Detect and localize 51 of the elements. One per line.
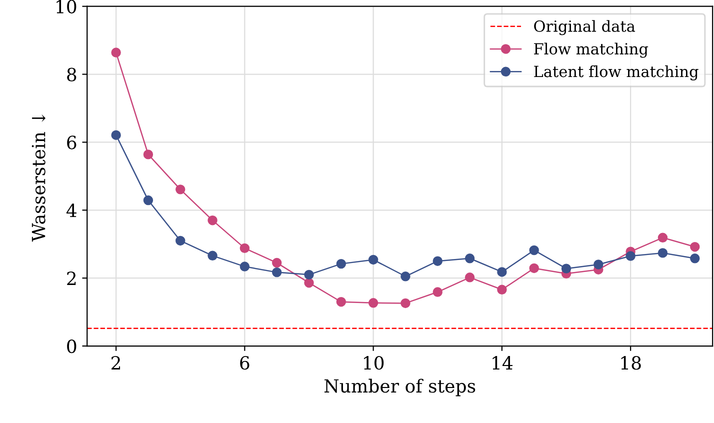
- x-axis-title: Number of steps: [324, 378, 476, 396]
- x-tick-label: 14: [492, 356, 513, 370]
- y-tick-label: 0: [67, 339, 76, 354]
- point: [336, 258, 346, 269]
- point: [111, 48, 121, 58]
- point: [464, 254, 475, 264]
- y-tick-label: 2: [67, 272, 76, 285]
- point: [208, 215, 218, 226]
- point: [658, 232, 668, 243]
- point: [240, 243, 250, 254]
- point: [594, 260, 604, 270]
- legend-label: Flow matching: [534, 42, 648, 58]
- point: [368, 298, 378, 308]
- point: [432, 256, 442, 266]
- point: [304, 270, 314, 280]
- point: [368, 254, 378, 265]
- point: [208, 250, 218, 261]
- point: [529, 245, 539, 256]
- point: [690, 242, 700, 252]
- y-tick-label: 8: [67, 68, 76, 82]
- point: [432, 287, 442, 297]
- point: [626, 251, 636, 261]
- legend-label: Latent flow matching: [534, 65, 698, 80]
- point: [143, 195, 154, 206]
- y-tick-label: 6: [67, 136, 76, 150]
- point: [272, 258, 282, 268]
- point: [272, 267, 282, 278]
- point: [658, 248, 668, 258]
- point: [176, 184, 186, 194]
- point: [561, 264, 572, 274]
- y-axis-title: Wasserstein ↓: [32, 114, 46, 242]
- point: [497, 284, 507, 294]
- point: [400, 298, 410, 308]
- point: [143, 150, 154, 160]
- y-tick-label: 4: [66, 204, 76, 218]
- point: [336, 296, 346, 307]
- point: [529, 263, 539, 274]
- point: [497, 267, 507, 277]
- point: [176, 236, 186, 246]
- point: [690, 254, 700, 264]
- point: [400, 272, 410, 282]
- legend-label: Original data: [534, 20, 636, 36]
- x-tick-label: 18: [621, 356, 641, 370]
- x-tick-label: 10: [364, 356, 384, 370]
- x-tick-label: 6: [240, 356, 250, 370]
- point: [464, 272, 475, 282]
- point: [304, 278, 314, 288]
- y-tick-label: 10: [56, 0, 76, 14]
- point: [111, 130, 121, 140]
- point: [240, 262, 250, 272]
- x-tick-label: 2: [112, 356, 120, 370]
